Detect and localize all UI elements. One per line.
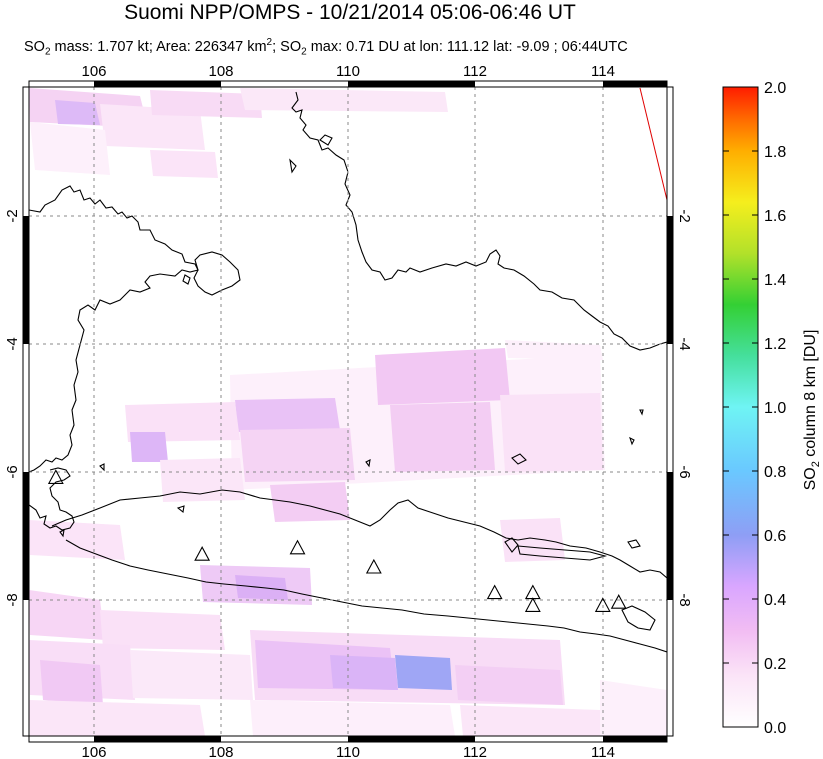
lon-top-110: 110 bbox=[336, 63, 360, 80]
colorbar-tick-label: 0.8 bbox=[764, 464, 786, 481]
volcano-marker bbox=[289, 539, 306, 555]
lon-top-106: 106 bbox=[81, 63, 106, 80]
colorbar-tick-label: 1.4 bbox=[764, 272, 786, 289]
colorbar-tick-label: 0.0 bbox=[764, 720, 786, 737]
lon-bottom-112: 112 bbox=[463, 744, 487, 759]
colorbar-tick-label: 1.2 bbox=[764, 336, 786, 353]
lon-bottom-108: 108 bbox=[208, 744, 233, 759]
volcano-marker bbox=[194, 546, 211, 561]
colorbar-tick-label: 1.6 bbox=[764, 208, 786, 225]
map-subtitle: SO2 mass: 1.707 kt; Area: 226347 km2; SO… bbox=[24, 37, 628, 58]
lat-right-8: -8 bbox=[676, 593, 693, 606]
lat-labels: -2 -4 -6 -8 -2 -4 -6 -8 bbox=[4, 209, 693, 606]
lon-bottom-106: 106 bbox=[81, 744, 106, 759]
lat-left-2: -2 bbox=[4, 209, 21, 222]
lon-bottom-110: 110 bbox=[336, 744, 360, 759]
colorbar-tick-label: 0.2 bbox=[764, 656, 786, 673]
volcano-marker bbox=[610, 594, 627, 609]
graticule bbox=[29, 87, 667, 736]
volcano-marker bbox=[365, 558, 382, 574]
coastlines bbox=[29, 91, 667, 653]
so2-field bbox=[29, 87, 667, 736]
colorbar-tick-label: 0.4 bbox=[764, 592, 786, 609]
lat-right-6: -6 bbox=[676, 465, 693, 478]
lat-left-8: -8 bbox=[4, 593, 21, 606]
colorbar-tick-label: 1.0 bbox=[764, 400, 786, 417]
map-title: Suomi NPP/OMPS - 10/21/2014 05:06-06:46 … bbox=[124, 1, 576, 24]
colorbar: 0.0 0.2 0.4 0.6 0.8 1.0 1.2 1.4 1.6 1.8 2.0 SO2 co… bbox=[722, 80, 822, 737]
colorbar-tick-label: 1.8 bbox=[764, 144, 786, 161]
lat-left-4: -4 bbox=[4, 337, 21, 350]
lat-right-4: -4 bbox=[676, 337, 693, 350]
colorbar-tick-label: 0.6 bbox=[764, 528, 786, 545]
colorbar-tick-label: 2.0 bbox=[764, 80, 786, 97]
lon-bottom-114: 114 bbox=[591, 744, 615, 759]
volcano-marker bbox=[47, 469, 64, 484]
map-frame bbox=[22, 80, 674, 743]
lon-top-108: 108 bbox=[208, 63, 233, 80]
lat-left-6: -6 bbox=[4, 465, 21, 478]
volcano-markers bbox=[47, 469, 627, 612]
lon-top-114: 114 bbox=[591, 63, 615, 80]
volcano-marker bbox=[594, 597, 611, 612]
lat-right-2: -2 bbox=[676, 209, 693, 222]
volcano-marker bbox=[524, 597, 541, 612]
volcano-marker bbox=[486, 584, 503, 600]
colorbar-label: SO2 column 8 km [DU] bbox=[802, 330, 822, 491]
lon-top-112: 112 bbox=[463, 63, 487, 80]
lon-labels: 106 108 110 112 114 106 108 110 112 114 bbox=[81, 63, 614, 759]
